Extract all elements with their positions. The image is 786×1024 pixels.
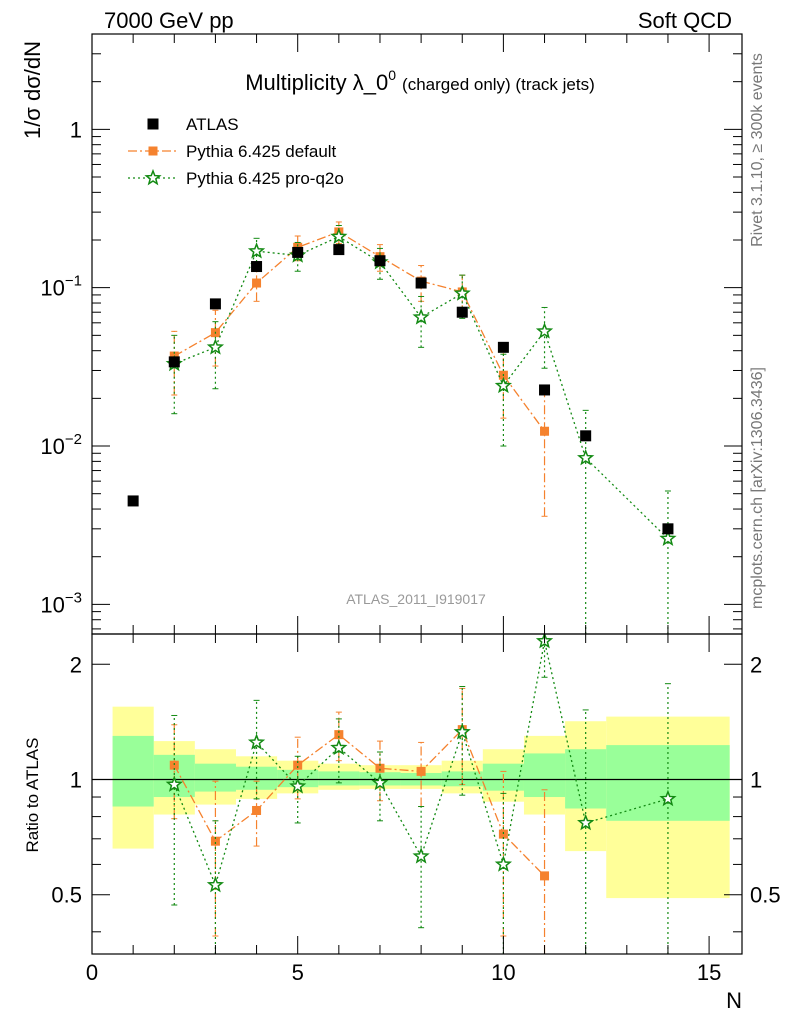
y-tick-label-base: 10	[40, 276, 64, 301]
atlas-data-point	[456, 306, 468, 318]
data-point	[293, 760, 303, 770]
data-point	[535, 322, 554, 339]
ratio-tick-label-right: 1	[750, 768, 762, 793]
data-point	[577, 813, 595, 831]
energy-label: 7000 GeV pp	[104, 8, 234, 33]
legend-marker	[148, 146, 158, 156]
data-point	[540, 426, 550, 436]
data-point	[494, 376, 513, 394]
data-point	[252, 278, 262, 288]
green-band-bin	[318, 771, 360, 786]
data-point	[330, 227, 348, 245]
data-point	[289, 777, 307, 794]
ratio-tick-label-left: 1	[70, 768, 82, 793]
ratio-tick-label-right: 0.5	[750, 883, 781, 908]
y-tick-label-exponent: −1	[65, 273, 82, 290]
x-tick-label: 5	[292, 960, 304, 985]
green-band-bin	[523, 753, 566, 798]
data-point	[375, 763, 385, 773]
data-point	[453, 284, 471, 301]
atlas-data-point	[580, 430, 592, 442]
chart-title-note: (charged only) (track jets)	[402, 75, 595, 94]
data-point	[247, 733, 266, 750]
data-point	[247, 242, 266, 259]
legend-label: Pythia 6.425 pro-q2o	[186, 169, 344, 188]
uncertainty-bands	[92, 706, 742, 899]
atlas-data-point	[662, 523, 674, 535]
x-tick-label: 0	[86, 960, 98, 985]
series-line	[174, 235, 669, 540]
data-point	[453, 723, 471, 740]
data-point	[206, 338, 225, 355]
data-point	[330, 738, 348, 756]
chart-title-main: Multiplicity λ_0	[245, 70, 388, 95]
series-line	[173, 728, 545, 877]
green-band-bin	[112, 735, 154, 807]
data-point	[412, 847, 430, 864]
data-point	[210, 836, 220, 846]
y-tick-label-exponent: −3	[65, 589, 82, 606]
data-point	[252, 805, 262, 815]
ratio-panel-series	[165, 634, 677, 954]
data-point	[494, 855, 513, 872]
chart-title: Multiplicity λ_00 (charged only) (track j…	[245, 67, 595, 95]
y-tick-label-base: 1	[70, 117, 82, 142]
analysis-reference: ATLAS_2011_I919017	[346, 591, 486, 607]
x-tick-label: 10	[491, 960, 515, 985]
atlas-data-point	[251, 261, 263, 273]
data-point	[577, 448, 595, 466]
atlas-data-point	[497, 341, 509, 353]
atlas-data-point	[209, 298, 221, 310]
legend-label-atlas: ATLAS	[186, 115, 239, 134]
category-label: Soft QCD	[638, 8, 732, 33]
data-point	[659, 529, 677, 547]
y-tick-label: 10−3	[40, 589, 82, 617]
y-tick-label-base: 10	[40, 592, 64, 617]
data-point	[169, 760, 179, 770]
data-point	[165, 775, 183, 792]
y-tick-label: 1	[70, 117, 82, 142]
atlas-data-point	[374, 255, 386, 267]
legend-marker-atlas	[147, 118, 159, 130]
rivet-version-label: Rivet 3.1.10, ≥ 300k events	[749, 53, 766, 247]
ratio-tick-label-right: 2	[750, 652, 762, 677]
ratio-tick-label-left: 2	[70, 652, 82, 677]
atlas-data-point	[415, 277, 427, 289]
y-tick-label: 10−1	[40, 273, 82, 301]
data-point	[334, 730, 344, 740]
data-point	[371, 773, 389, 791]
atlas-data-point	[539, 384, 551, 396]
atlas-data-point	[168, 356, 180, 368]
x-axis-label: N	[726, 988, 742, 1013]
ratio-panel-frame	[91, 633, 743, 955]
mcplots-reference-label: mcplots.cern.ch [arXiv:1306.3436]	[749, 367, 766, 609]
y-tick-label: 10−2	[40, 431, 82, 459]
atlas-data-point	[333, 244, 345, 256]
data-point	[412, 308, 430, 325]
y-tick-label-base: 10	[40, 434, 64, 459]
x-tick-label: 15	[697, 960, 721, 985]
atlas-data-point	[127, 495, 139, 507]
data-point	[540, 871, 550, 881]
ratio-tick-label-left: 0.5	[51, 883, 82, 908]
legend: ATLAS Pythia 6.425 default Pythia 6.425 pr…	[128, 115, 344, 188]
legend-label: Pythia 6.425 default	[186, 142, 337, 161]
data-point	[206, 875, 225, 893]
atlas-data-point	[292, 246, 304, 258]
data-point	[416, 766, 426, 776]
main-panel-series	[127, 221, 677, 634]
data-point	[498, 829, 508, 839]
ratio-axis-label: Ratio to ATLAS	[23, 738, 42, 853]
series-line	[173, 231, 546, 432]
chart-title-superscript: 0	[388, 67, 396, 83]
data-point	[659, 789, 677, 807]
y-axis-label: 1/σ dσ/dN	[20, 41, 45, 139]
y-tick-label-exponent: −2	[65, 431, 82, 448]
legend-marker	[144, 168, 162, 186]
